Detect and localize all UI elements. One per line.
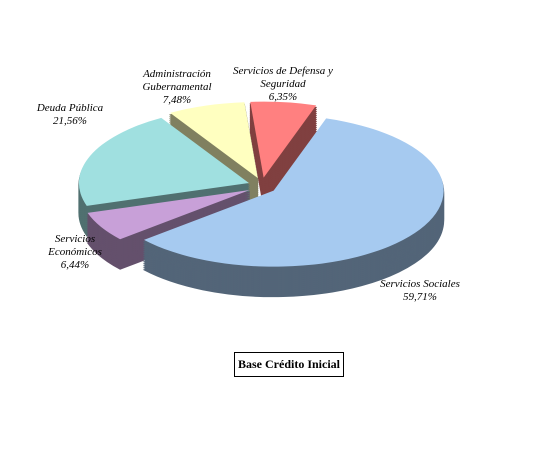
value-label: 6,35%	[268, 91, 298, 103]
category-label: Deuda Pública	[36, 102, 104, 114]
category-label: Administración Gubernamental	[142, 68, 212, 93]
slice-label: Servicios Sociales 59,71%	[360, 278, 480, 304]
category-label: Servicios de Defensa y Seguridad	[233, 65, 333, 90]
category-label: Servicios Sociales	[380, 278, 460, 290]
slice	[87, 190, 250, 240]
slice-label: Deuda Pública 21,56%	[25, 102, 115, 128]
value-label: 21,56%	[53, 115, 87, 127]
slice-label: Servicios Económicos 6,44%	[40, 233, 110, 272]
slice	[143, 118, 444, 267]
value-label: 7,48%	[162, 94, 192, 106]
value-label: 59,71%	[403, 291, 437, 303]
slice	[250, 101, 317, 178]
slice-label: Servicios de Defensa y Seguridad 6,35%	[223, 65, 343, 104]
value-label: 6,44%	[60, 259, 90, 271]
chart-title: Base Crédito Inicial	[234, 352, 344, 377]
slice	[170, 102, 258, 179]
slice	[78, 117, 249, 206]
category-label: Servicios Económicos	[48, 233, 102, 258]
slice-label: Administración Gubernamental 7,48%	[132, 68, 222, 107]
